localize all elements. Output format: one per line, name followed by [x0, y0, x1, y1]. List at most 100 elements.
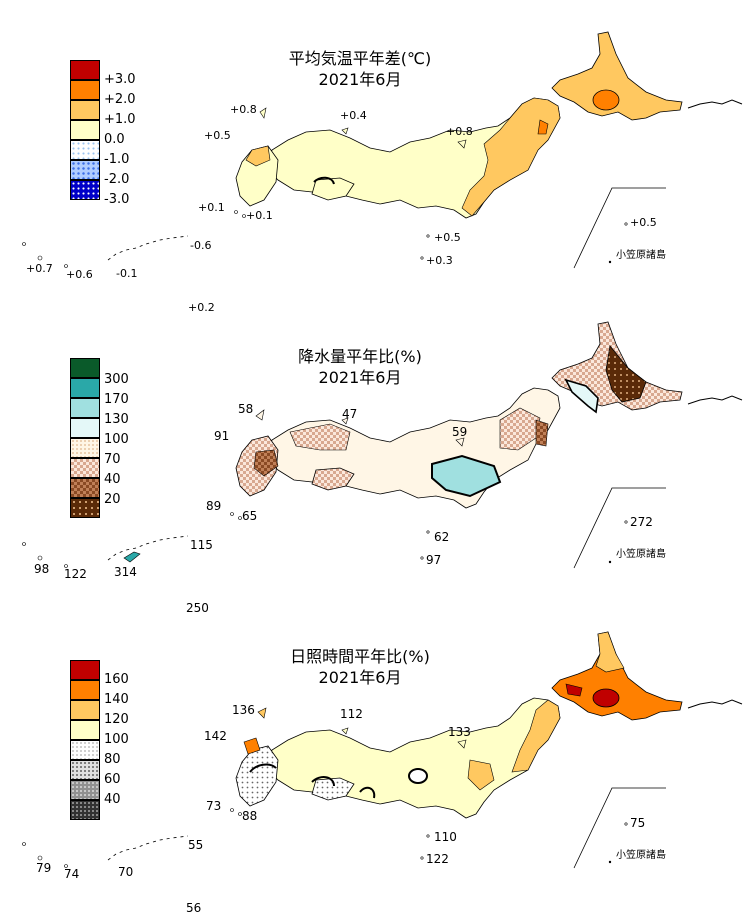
- island: [420, 556, 424, 560]
- legend-swatch: [70, 478, 100, 498]
- japan-map: [22, 631, 743, 869]
- inset-frame: [573, 787, 666, 869]
- station-value: 98: [34, 562, 50, 576]
- legend-label: +2.0: [104, 92, 136, 107]
- station-value: 75: [630, 816, 646, 830]
- legend-label: 80: [104, 752, 121, 767]
- kuril-islands: [687, 99, 743, 109]
- legend-label: 70: [104, 452, 121, 467]
- station-value: 74: [64, 867, 80, 881]
- legend-label: 120: [104, 712, 129, 727]
- island: [608, 560, 612, 564]
- island: [426, 530, 430, 534]
- island: [420, 856, 424, 860]
- island: [37, 255, 43, 261]
- station-value: 73: [206, 799, 222, 813]
- legend-swatch: [70, 680, 100, 700]
- legend-swatch: [70, 720, 100, 740]
- legend-label: +1.0: [104, 112, 136, 127]
- legend-label: 130: [104, 412, 129, 427]
- legend-swatch: [70, 760, 100, 780]
- station-value: 55: [188, 838, 204, 852]
- station-value: +0.7: [26, 262, 53, 275]
- less-sun: [359, 786, 376, 799]
- hokkaido-max2: [565, 683, 583, 697]
- less-sun: [311, 776, 335, 787]
- island: [624, 520, 628, 524]
- legend-swatch: [70, 498, 100, 518]
- island: [259, 107, 267, 119]
- title-line2: 2021年6月: [318, 70, 402, 89]
- legend-swatch: [70, 418, 100, 438]
- temperature-panel: 平均気温平年差(℃) 2021年6月 +3.0 +2.0 +1.0 0.0 -1…: [0, 0, 750, 314]
- station-value: +0.1: [246, 209, 273, 222]
- inset-frame: [573, 487, 666, 569]
- island: [426, 234, 430, 238]
- legend-label: 160: [104, 672, 129, 687]
- station-value: 89: [206, 499, 222, 513]
- station-value: 136: [232, 703, 255, 717]
- station-value: 58: [238, 402, 254, 416]
- legend-label: -2.0: [104, 172, 130, 187]
- legend-swatch: [70, 438, 100, 458]
- station-value: 47: [342, 407, 358, 421]
- legend-label: 100: [104, 732, 129, 747]
- legend-label: 140: [104, 692, 129, 707]
- kyushu-warm: [245, 145, 271, 167]
- legend-swatch: [70, 700, 100, 720]
- kyushu-dry: [253, 449, 279, 477]
- island: [230, 512, 234, 516]
- title-line1: 日照時間平年比(%): [290, 647, 430, 666]
- island: [22, 842, 26, 846]
- island: [255, 409, 265, 421]
- legend-swatch: [70, 780, 100, 800]
- panel-title: 日照時間平年比(%) 2021年6月: [240, 646, 480, 688]
- hokkaido-hot: [592, 89, 620, 111]
- nansei-islands: [107, 235, 189, 261]
- station-value: +0.5: [434, 231, 461, 244]
- station-value: 122: [426, 852, 449, 866]
- island: [242, 214, 246, 218]
- station-value: 122: [64, 567, 87, 581]
- legend-swatch: [70, 60, 100, 80]
- legend-label: 0.0: [104, 132, 125, 147]
- wet-area: [431, 454, 502, 498]
- station-value: 62: [434, 530, 450, 544]
- island: [22, 242, 26, 246]
- station-value: 56: [186, 901, 202, 915]
- legend-label: 300: [104, 372, 129, 387]
- island: [457, 739, 467, 749]
- legend-label: 40: [104, 472, 121, 487]
- legend-label: 100: [104, 432, 129, 447]
- station-value: 79: [36, 861, 52, 875]
- island: [341, 127, 349, 135]
- title-line2: 2021年6月: [318, 368, 402, 387]
- legend-swatch: [70, 160, 100, 180]
- island: [608, 260, 612, 264]
- station-value: 250: [186, 601, 209, 615]
- legend-swatch: [70, 800, 100, 820]
- okinawa-wet: [123, 551, 141, 563]
- kyushu-sunny: [243, 737, 261, 755]
- legend-label: -1.0: [104, 152, 130, 167]
- island: [457, 139, 467, 149]
- island: [341, 727, 349, 735]
- legend-swatch: [70, 140, 100, 160]
- station-value: +0.5: [204, 129, 231, 142]
- hokkaido-normal: [564, 378, 599, 414]
- kyushu: [235, 745, 279, 807]
- island: [455, 437, 465, 447]
- legend-swatch: [70, 80, 100, 100]
- station-value: 70: [118, 865, 134, 879]
- legend-label: 170: [104, 392, 129, 407]
- station-value: +0.3: [426, 254, 453, 267]
- island: [257, 707, 267, 719]
- station-value: +0.8: [230, 103, 257, 116]
- station-value: 110: [434, 830, 457, 844]
- island: [608, 860, 612, 864]
- title-line1: 平均気温平年差(℃): [288, 49, 432, 68]
- tohoku-warm: [461, 97, 561, 217]
- inset-frame: [573, 187, 666, 269]
- station-value: 88: [242, 809, 258, 823]
- legend-label: 20: [104, 492, 121, 507]
